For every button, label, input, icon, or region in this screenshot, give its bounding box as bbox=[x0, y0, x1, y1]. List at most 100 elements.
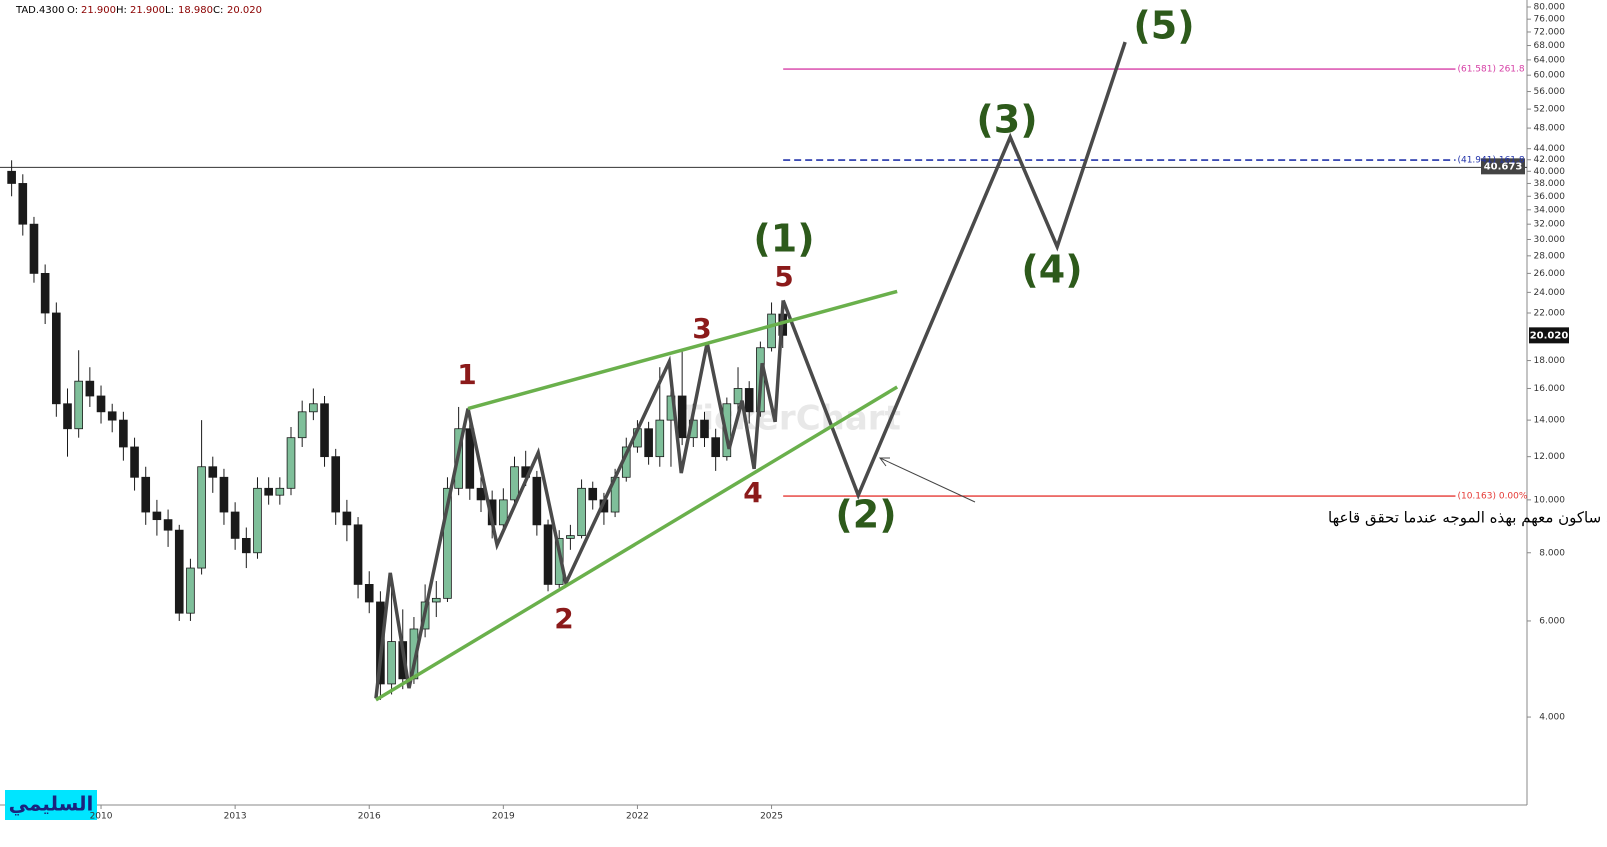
candle-body bbox=[74, 380, 83, 430]
symbol: TAD.4300 bbox=[15, 5, 65, 16]
candle-body bbox=[7, 170, 16, 184]
y-tick-label: 76.000 bbox=[1534, 15, 1566, 25]
candle-body bbox=[677, 395, 687, 439]
candle-body bbox=[744, 388, 754, 413]
x-tick-label: 2022 bbox=[626, 812, 649, 822]
major-wave-label: (2) bbox=[835, 493, 896, 537]
o-label: O: bbox=[67, 5, 78, 16]
y-tick-label: 36.000 bbox=[1534, 192, 1566, 202]
y-tick-label: 56.000 bbox=[1534, 87, 1566, 97]
level-label: (41.941) 161.8 bbox=[1457, 156, 1524, 166]
candle-body bbox=[431, 597, 441, 603]
candle-body bbox=[655, 419, 665, 458]
y-tick-label: 34.000 bbox=[1534, 205, 1566, 215]
y-tick-label: 40.000 bbox=[1534, 167, 1566, 177]
candle-body bbox=[499, 499, 508, 526]
y-tick-label: 10.000 bbox=[1534, 495, 1566, 505]
major-wave-label: (5) bbox=[1133, 4, 1194, 48]
y-tick-label: 4.000 bbox=[1539, 713, 1565, 723]
candle-body bbox=[364, 584, 374, 603]
level-label: (10.163) 0.00% bbox=[1457, 492, 1527, 502]
major-wave-label: (4) bbox=[1021, 248, 1082, 292]
candle-body bbox=[733, 388, 743, 405]
h-value: 21.900 bbox=[130, 5, 165, 16]
candle-body bbox=[163, 519, 173, 531]
header: TAD.4300 O: 21.900 H: 21.900 L: 18.980 C… bbox=[15, 5, 262, 16]
candle-body bbox=[342, 511, 352, 526]
candle-body bbox=[130, 446, 139, 478]
candle-body bbox=[174, 529, 184, 614]
candle-body bbox=[52, 312, 61, 405]
price-line-box bbox=[1481, 158, 1525, 175]
y-tick-label: 6.000 bbox=[1539, 616, 1565, 626]
x-tick-label: 2010 bbox=[90, 812, 113, 822]
c-label: C: bbox=[213, 5, 223, 16]
l-value: 18.980 bbox=[178, 5, 213, 16]
candle-body bbox=[376, 601, 385, 685]
candle-body bbox=[577, 487, 586, 537]
candle-body bbox=[197, 466, 206, 569]
h-label: H: bbox=[116, 5, 127, 16]
y-tick-label: 22.000 bbox=[1534, 308, 1566, 318]
y-tick-label: 60.000 bbox=[1534, 71, 1566, 81]
y-tick-label: 16.000 bbox=[1534, 384, 1566, 394]
candle-body bbox=[186, 567, 195, 614]
y-tick-label: 18.000 bbox=[1534, 356, 1566, 366]
y-tick-label: 44.000 bbox=[1534, 144, 1566, 154]
candle-body bbox=[107, 411, 117, 421]
y-tick-label: 28.000 bbox=[1534, 251, 1566, 261]
y-tick-label: 12.000 bbox=[1534, 452, 1566, 462]
candle-body bbox=[465, 428, 475, 489]
x-tick-label: 2025 bbox=[760, 812, 783, 822]
candle-body bbox=[18, 183, 28, 225]
candle-body bbox=[230, 511, 240, 539]
candle-body bbox=[152, 511, 162, 521]
candle-body bbox=[264, 487, 273, 496]
candle-body bbox=[443, 487, 452, 599]
y-tick-label: 38.000 bbox=[1534, 179, 1566, 189]
l-label: L: bbox=[165, 5, 174, 16]
candle-body bbox=[532, 476, 542, 526]
x-tick-label: 2016 bbox=[358, 812, 381, 822]
annotation-arrow bbox=[879, 457, 976, 503]
candle-body bbox=[208, 466, 218, 478]
x-tick-label: 2013 bbox=[224, 812, 247, 822]
annotation: إن الله احياني ساكون معهم بهذه الموجه عن… bbox=[1328, 509, 1607, 528]
major-wave-label: (3) bbox=[976, 98, 1037, 142]
candle-body bbox=[85, 380, 95, 397]
watermark: السليمي bbox=[9, 792, 94, 817]
watermark-box bbox=[5, 790, 97, 820]
candle-body bbox=[588, 487, 598, 501]
x-tick-label: 2019 bbox=[492, 812, 515, 822]
y-tick-label: 64.000 bbox=[1534, 55, 1566, 65]
candle-body bbox=[275, 487, 285, 496]
last-price-label: 20.020 bbox=[1530, 330, 1569, 341]
y-tick-label: 14.000 bbox=[1534, 416, 1566, 426]
price-line-label: 40.673 bbox=[1484, 161, 1523, 172]
y-tick-label: 24.000 bbox=[1534, 288, 1566, 298]
candle-body bbox=[141, 476, 151, 513]
y-tick-label: 80.000 bbox=[1534, 3, 1566, 13]
y-tick-label: 26.000 bbox=[1534, 269, 1566, 279]
annotation-arrowhead bbox=[879, 457, 890, 467]
wave-line bbox=[374, 300, 785, 699]
major-wave-label: (1) bbox=[753, 217, 814, 261]
y-tick-label: 30.000 bbox=[1534, 235, 1566, 245]
candle-body bbox=[297, 411, 307, 439]
y-tick-label: 42.000 bbox=[1534, 155, 1566, 165]
candle-body bbox=[96, 395, 106, 413]
candle-body bbox=[387, 641, 396, 685]
candle-body bbox=[554, 537, 564, 585]
wave-line bbox=[781, 41, 1127, 500]
candle-body bbox=[309, 403, 318, 413]
candle-body bbox=[29, 223, 39, 274]
y-tick-label: 68.000 bbox=[1534, 41, 1566, 51]
candle-body bbox=[219, 476, 229, 513]
c-value: 20.020 bbox=[227, 5, 262, 16]
minor-wave-label: 2 bbox=[554, 602, 573, 635]
y-tick-label: 48.000 bbox=[1534, 124, 1566, 134]
level-label: (61.581) 261.8 bbox=[1457, 65, 1524, 75]
candle-body bbox=[241, 537, 251, 554]
